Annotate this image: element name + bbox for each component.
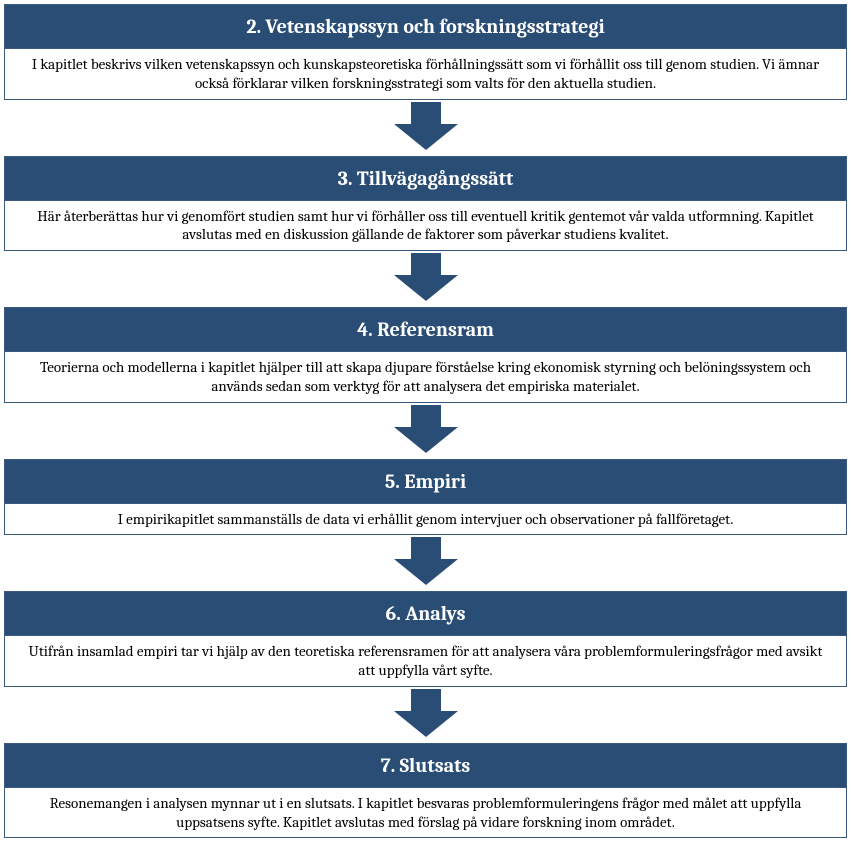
step-6-body: Utifrån insamlad empiri tar vi hjälp av …: [4, 636, 847, 687]
step-5-header: 5. Empiri: [4, 459, 847, 504]
arrow-icon: [394, 405, 458, 453]
arrow-icon: [394, 253, 458, 301]
step-2: 2. Vetenskapssyn och forskningsstrategi …: [4, 4, 847, 100]
step-7-body: Resonemangen i analysen mynnar ut i en s…: [4, 788, 847, 839]
step-4-header: 4. Referensram: [4, 307, 847, 352]
step-5: 5. Empiri I empirikapitlet sammanställs …: [4, 459, 847, 536]
step-6-header: 6. Analys: [4, 591, 847, 636]
step-4: 4. Referensram Teorierna och modellerna …: [4, 307, 847, 403]
step-2-body: I kapitlet beskrivs vilken vetenskapssyn…: [4, 49, 847, 100]
arrow-icon: [394, 537, 458, 585]
step-3-body: Här återberättas hur vi genomfört studie…: [4, 201, 847, 252]
step-5-body: I empirikapitlet sammanställs de data vi…: [4, 504, 847, 536]
step-3: 3. Tillvägagångssätt Här återberättas hu…: [4, 156, 847, 252]
flowchart: 2. Vetenskapssyn och forskningsstrategi …: [4, 4, 847, 838]
step-6: 6. Analys Utifrån insamlad empiri tar vi…: [4, 591, 847, 687]
step-7-header: 7. Slutsats: [4, 743, 847, 788]
step-3-header: 3. Tillvägagångssätt: [4, 156, 847, 201]
step-4-body: Teorierna och modellerna i kapitlet hjäl…: [4, 352, 847, 403]
arrow-icon: [394, 689, 458, 737]
step-7: 7. Slutsats Resonemangen i analysen mynn…: [4, 743, 847, 839]
step-2-header: 2. Vetenskapssyn och forskningsstrategi: [4, 4, 847, 49]
arrow-icon: [394, 102, 458, 150]
